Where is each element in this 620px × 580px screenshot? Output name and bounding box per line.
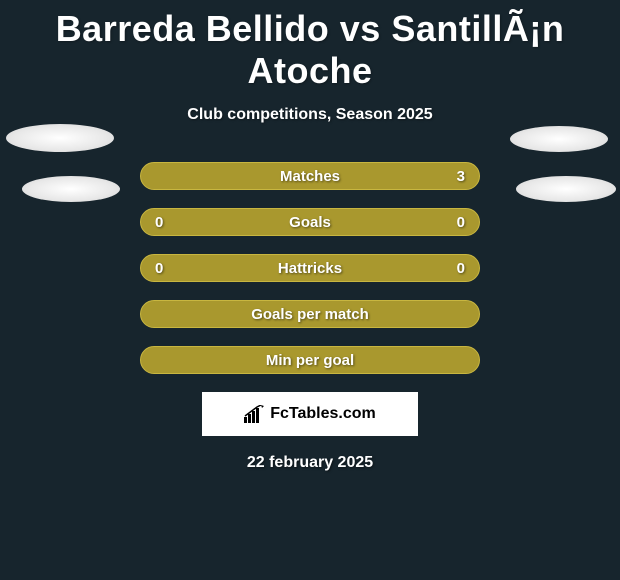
stats-container: Matches 3 0 Goals 0 0 Hattricks 0 Goals … [0,162,620,374]
stat-label: Goals [289,214,331,231]
stat-row-hattricks: 0 Hattricks 0 [140,254,480,282]
stat-row-matches: Matches 3 [140,162,480,190]
logo-label: FcTables.com [270,405,376,423]
stat-label: Min per goal [266,352,354,369]
stat-left-value: 0 [155,260,163,277]
stat-left-value: 0 [155,214,163,231]
stat-label: Matches [280,168,340,185]
date-text: 22 february 2025 [0,454,620,472]
logo-box: FcTables.com [202,392,418,436]
decoration-oval-left-1 [6,124,114,152]
stat-row-goals: 0 Goals 0 [140,208,480,236]
stat-right-value: 0 [457,260,465,277]
logo-text: FcTables.com [244,405,376,423]
stat-row-goals-per-match: Goals per match [140,300,480,328]
stat-label: Hattricks [278,260,342,277]
stat-row-min-per-goal: Min per goal [140,346,480,374]
page-title: Barreda Bellido vs SantillÃ¡n Atoche [0,0,620,92]
subtitle: Club competitions, Season 2025 [0,106,620,124]
chart-icon [244,405,266,423]
decoration-oval-right-1 [510,126,608,152]
stat-label: Goals per match [251,306,369,323]
stat-right-value: 3 [457,168,465,185]
stat-right-value: 0 [457,214,465,231]
